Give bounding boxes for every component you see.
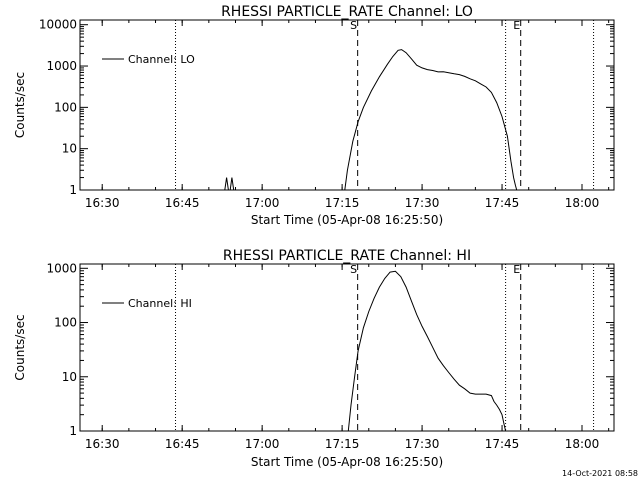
y-tick-label: 100 <box>54 100 77 114</box>
chart-title: RHESSI PARTICLE_RATE Channel: LO <box>221 4 473 20</box>
y-tick-label: 1 <box>69 424 77 438</box>
y-tick-label: 10000 <box>39 18 77 32</box>
lo-channel-panel: RHESSI PARTICLE_RATE Channel: LO 16:30 16:… <box>13 4 615 227</box>
x-tick-label: 16:30 <box>85 437 120 451</box>
x-tick-label: 16:45 <box>165 437 200 451</box>
y-tick-label: 1000 <box>46 59 77 73</box>
y-tick-label: 1 <box>69 183 77 197</box>
y-tick-label: 10 <box>62 370 77 384</box>
y-tick-label: 100 <box>54 316 77 330</box>
y-axis-label: Counts/sec <box>13 314 27 380</box>
event-marker-label: S <box>350 19 357 32</box>
series-line <box>347 270 507 432</box>
hi-channel-panel: RHESSI PARTICLE_RATE Channel: HI 16:30 16:… <box>13 248 615 469</box>
event-marker-label: E <box>513 19 520 32</box>
event-marker-label: S <box>350 263 357 276</box>
x-tick-label: 17:45 <box>485 196 520 210</box>
y-tick-label: 1000 <box>46 261 77 275</box>
x-tick-label: 17:00 <box>245 437 280 451</box>
x-axis-label: Start Time (05-Apr-08 16:25:50) <box>251 455 443 469</box>
plot-frame <box>79 19 615 191</box>
x-tick-label: 17:00 <box>245 196 280 210</box>
y-axis-label: Counts/sec <box>13 72 27 138</box>
x-tick-label: 17:45 <box>485 437 520 451</box>
x-tick-label: 16:30 <box>85 196 120 210</box>
y-tick-label: 10 <box>62 142 77 156</box>
event-marker-label: E <box>513 263 520 276</box>
legend-entry: Channel: LO <box>128 53 195 66</box>
plot-frame <box>79 263 615 432</box>
x-axis-label: Start Time (05-Apr-08 16:25:50) <box>251 213 443 227</box>
x-tick-label: 18:00 <box>565 437 600 451</box>
x-tick-label: 17:30 <box>405 196 440 210</box>
legend-entry: Channel: HI <box>128 297 192 310</box>
x-tick-label: 18:00 <box>565 196 600 210</box>
x-tick-label: 17:15 <box>325 196 360 210</box>
x-tick-label: 17:15 <box>325 437 360 451</box>
x-tick-label: 17:30 <box>405 437 440 451</box>
chart-title: RHESSI PARTICLE_RATE Channel: HI <box>223 248 471 264</box>
timestamp: 14-Oct-2021 08:58 <box>562 469 638 478</box>
series-line <box>224 49 518 191</box>
x-tick-label: 16:45 <box>165 196 200 210</box>
